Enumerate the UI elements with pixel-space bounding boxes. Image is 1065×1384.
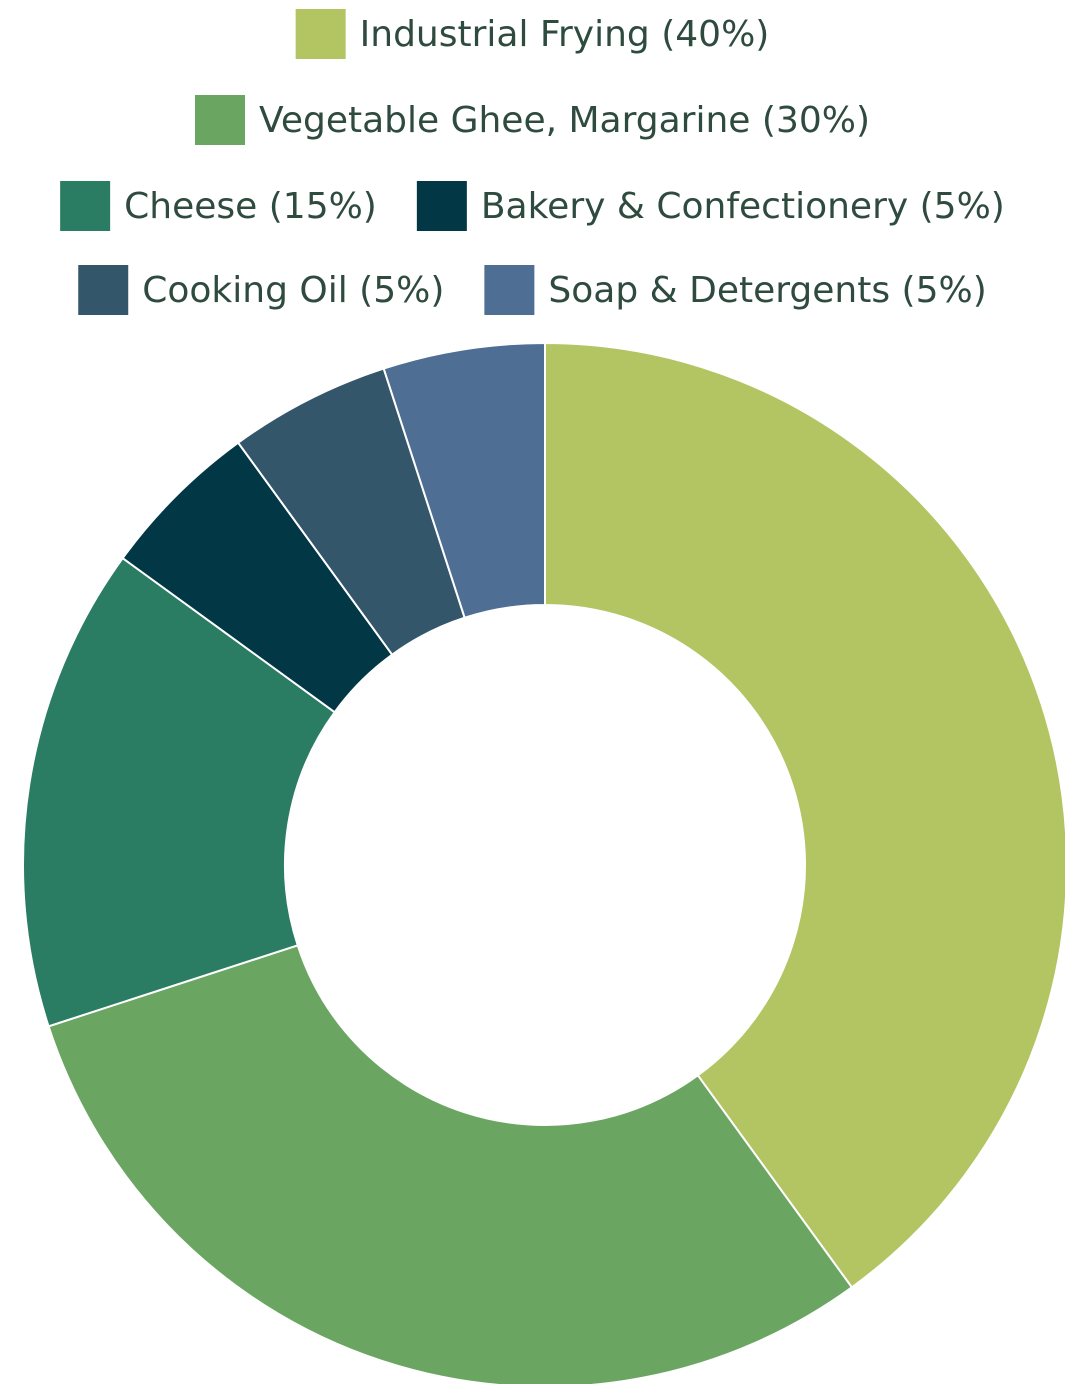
- legend-swatch: [295, 9, 346, 59]
- legend-swatch: [484, 265, 535, 315]
- legend-label: Cooking Oil (5%): [142, 270, 444, 311]
- legend-swatch: [416, 181, 467, 231]
- legend-item: Bakery & Confectionery (5%): [416, 181, 1005, 231]
- legend-item: Soap & Detergents (5%): [484, 265, 987, 315]
- chart-legend: Industrial Frying (40%) Vegetable Ghee, M…: [60, 9, 1005, 315]
- legend-label: Industrial Frying (40%): [360, 14, 770, 55]
- pie-slice: [47, 944, 854, 1384]
- legend-swatch: [194, 95, 245, 145]
- legend-label: Vegetable Ghee, Margarine (30%): [259, 100, 870, 141]
- pie-slice: [22, 556, 337, 1028]
- legend-swatch: [60, 181, 111, 231]
- legend-label: Cheese (15%): [124, 186, 377, 227]
- pie-slice: [382, 341, 546, 619]
- pie-slice: [544, 341, 1065, 1289]
- legend-item: Industrial Frying (40%): [295, 9, 770, 59]
- legend-item: Vegetable Ghee, Margarine (30%): [194, 95, 870, 145]
- legend-label: Bakery & Confectionery (5%): [481, 186, 1005, 227]
- legend-label: Soap & Detergents (5%): [548, 270, 986, 311]
- legend-item: Cheese (15%): [60, 181, 377, 231]
- legend-swatch: [78, 265, 129, 315]
- legend-item: Cooking Oil (5%): [78, 265, 444, 315]
- chart-slices: [22, 341, 1065, 1384]
